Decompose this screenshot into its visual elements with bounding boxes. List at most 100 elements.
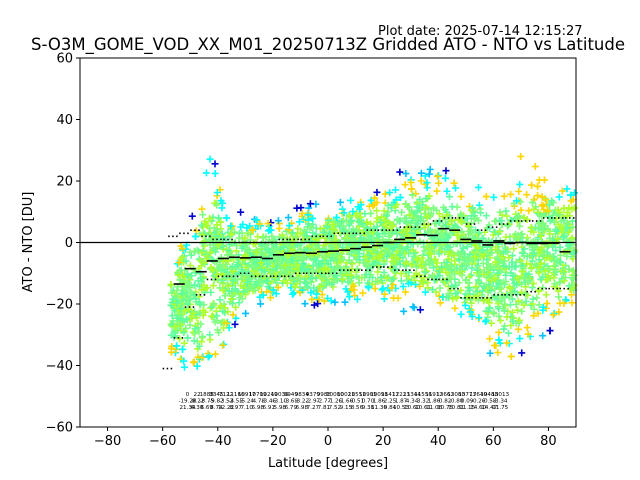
scatter-point [515,187,523,195]
scatter-point [527,223,535,231]
bin-annotation: 13662 0.82 10.75 [436,392,454,411]
scatter-point [388,258,396,266]
scatter-point [341,298,349,306]
scatter-point [173,286,181,294]
scatter-point [405,268,413,276]
scatter-point [489,231,497,239]
scatter-point [517,288,525,296]
scatter-point [392,240,400,248]
bin-annotation: 18013 -3.34 11.75 [491,392,509,411]
scatter-point [524,278,532,286]
scatter-point [324,278,332,286]
scatter-point [327,297,335,305]
scatter-point [429,286,437,294]
scatter-point [389,275,397,283]
scatter-point [483,256,491,264]
scatter-point [448,203,456,211]
bin-annotation: 11166 -4.55 8.97 [227,392,245,411]
scatter-point [513,274,521,282]
scatter-point [190,337,198,345]
scatter-point [253,216,261,224]
scatter-point [505,329,513,337]
scatter-point [224,282,232,290]
scatter-point [408,207,416,215]
scatter-point [450,252,458,260]
scatter-point [485,299,493,307]
scatter-point [332,265,340,273]
scatter-point [560,299,568,307]
scatter-point [176,304,184,312]
scatter-point [257,259,265,267]
scatter-point [347,218,355,226]
scatter-point [435,250,443,258]
scatter-point [539,252,547,260]
x-tick-label: −40 [204,434,231,449]
scatter-point [394,216,402,224]
scatter-point [475,314,483,322]
scatter-point [433,206,441,214]
scatter-point [453,264,461,272]
scatter-point [502,248,510,256]
scatter-point [280,268,288,276]
scatter-point [336,269,344,277]
scatter-point [533,294,541,302]
scatter-point [178,253,186,261]
scatter-point [545,201,553,209]
scatter-point [450,179,458,187]
scatter-point [529,252,537,260]
scatter-point [191,281,199,289]
bin-annotation: 9834 -3.22 6.98 [295,392,310,411]
scatter-point [561,274,569,282]
scatter-point [412,280,420,288]
x-tick-label: 40 [430,434,447,449]
scatter-point [320,272,328,280]
scatter-point [431,255,439,263]
scatter-point [408,191,416,199]
scatter-point [563,185,571,193]
scatter-point [280,243,288,251]
scatter-point [475,278,483,286]
scatter-point [229,267,237,275]
scatter-point [209,282,217,290]
scatter-point [324,266,332,274]
x-tick-label: 60 [485,434,502,449]
x-tick-label: −20 [259,434,286,449]
scatter-point [459,213,467,221]
scatter-point [382,217,390,225]
scatter-point [433,187,441,195]
scatter-point [213,221,221,229]
scatter-point [193,362,201,370]
scatter-point [340,209,348,217]
scatter-point [421,230,429,238]
scatter-point [507,321,515,329]
bin-annotation: 11417 2.25 9.84 [381,392,399,411]
scatter-point [568,217,576,225]
scatter-point [482,281,490,289]
scatter-point [378,286,386,294]
scatter-point [357,213,365,221]
scatter-point [343,245,351,253]
scatter-point [289,229,297,237]
y-axis-ticks: −60 −40 −20 0 20 40 60 [46,52,80,436]
scatter-point [426,261,434,269]
scatter-point [206,237,214,245]
scatter-point [268,232,276,240]
scatter-point [199,211,207,219]
scatter-point [447,264,455,272]
scatter-point [514,306,522,314]
scatter-point [528,284,536,292]
scatter-point [483,263,491,271]
scatter-point [565,228,573,236]
scatter-point [345,293,353,301]
scatter-point [300,226,308,234]
scatter-point [259,291,267,299]
scatter-point [507,290,515,298]
y-tick-label: 0 [65,236,73,251]
scatter-point [558,187,566,195]
scatter-point [525,207,533,215]
scatter-point [233,261,241,269]
scatter-point [539,332,547,340]
scatter-point [464,293,472,301]
scatter-point [389,222,397,230]
scatter-point [503,313,511,321]
